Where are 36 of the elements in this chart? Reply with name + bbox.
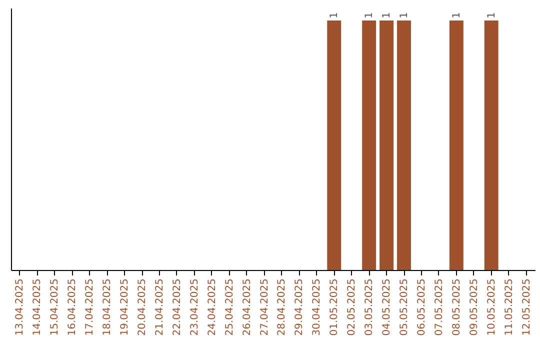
x-tick-label: 26.04.2025 — [242, 278, 253, 336]
data-label: 1 — [364, 12, 376, 18]
data-label: 1 — [486, 12, 498, 18]
x-tick-label: 30.04.2025 — [312, 278, 323, 336]
x-tick-label: 21.04.2025 — [154, 278, 166, 336]
x-tick-label: 28.04.2025 — [276, 278, 288, 336]
x-tick-label: 11.05.2025 — [504, 278, 515, 336]
x-tick-label: 14.04.2025 — [32, 278, 44, 336]
x-tick-label: 18.04.2025 — [102, 278, 114, 336]
x-tick-label: 27.04.2025 — [259, 278, 270, 336]
x-tick-label: 22.04.2025 — [172, 278, 183, 336]
x-tick-label: 19.04.2025 — [120, 278, 131, 336]
x-tick-label: 20.04.2025 — [137, 278, 148, 336]
x-tick-label: 12.05.2025 — [521, 278, 532, 336]
data-label: 1 — [399, 12, 410, 18]
x-tick-label: 25.04.2025 — [224, 278, 236, 336]
x-tick-label: 04.05.2025 — [382, 278, 393, 336]
x-tick-label: 16.04.2025 — [67, 278, 78, 336]
x-tick-label: 09.05.2025 — [468, 278, 480, 336]
x-tick-label: 01.05.2025 — [329, 278, 340, 336]
x-tick-label: 07.05.2025 — [434, 278, 445, 336]
x-tick-label: 02.05.2025 — [346, 278, 358, 336]
data-label: 1 — [329, 12, 340, 18]
data-label: 1 — [451, 12, 462, 18]
x-tick-label: 23.04.2025 — [189, 278, 200, 336]
x-tick-label: 10.05.2025 — [486, 278, 498, 336]
x-tick-label: 24.04.2025 — [206, 278, 218, 336]
x-tick-label: 08.05.2025 — [451, 278, 462, 336]
x-tick-label: 15.04.2025 — [50, 278, 61, 336]
x-tick-label: 05.05.2025 — [399, 278, 410, 336]
x-tick-label: 29.04.2025 — [294, 278, 306, 336]
x-tick-label: 06.05.2025 — [416, 278, 428, 336]
x-tick-label: 03.05.2025 — [364, 278, 376, 336]
data-label: 1 — [382, 12, 393, 18]
x-tick-label: 17.04.2025 — [84, 278, 96, 336]
x-tick-label: 13.04.2025 — [14, 278, 26, 336]
